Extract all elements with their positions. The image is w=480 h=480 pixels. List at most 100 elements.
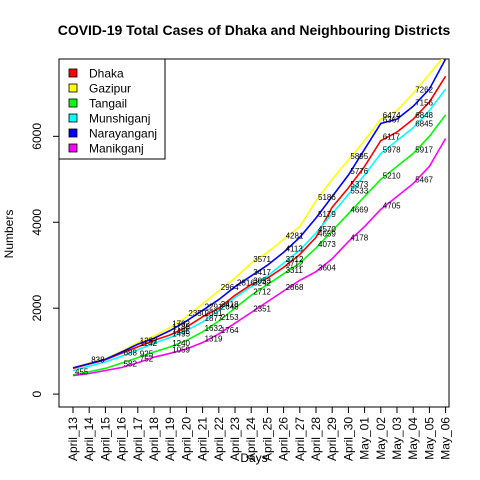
x-tick-label: April_28 [309,417,323,461]
x-axis: April_13 April_14 April_15 April_16 April_17… [66,407,453,461]
x-tick-label: April_13 [66,417,80,461]
series-layer [72,59,447,377]
data-label: 6474 [383,111,401,120]
data-label: 4281 [286,231,304,240]
series-line-manikganj [72,138,447,377]
x-tick-label: April_15 [98,417,112,461]
y-tick-label: 2000 [30,295,44,322]
data-label: 6845 [415,120,433,129]
data-label: 5179 [318,210,336,219]
data-label: 5978 [383,146,401,155]
x-tick-label: May_02 [374,417,388,460]
chart-title: COVID-19 Total Cases of Dhaka and Neighb… [58,22,451,38]
data-label: 2816 [237,279,255,288]
data-label: 5776 [350,167,368,176]
legend-label: Gazipur [89,82,131,96]
x-tick-label: April_16 [115,417,129,461]
x-tick-label: April_17 [131,417,145,461]
data-label: 5373 [350,180,368,189]
legend-label: Munshiganj [89,112,150,126]
data-label: 4178 [350,234,368,243]
data-label: 5210 [383,171,401,180]
data-label: 4659 [318,229,336,238]
data-label: 3311 [286,266,304,275]
data-label: 925 [140,350,154,359]
data-label: 5917 [415,146,433,155]
x-tick-label: April_27 [293,417,307,461]
data-label: 2648 [221,302,239,311]
data-label: 4073 [318,240,336,249]
data-label: 7262 [415,85,433,94]
data-label: 2418 [221,300,239,309]
series-line-gazipur [72,59,444,369]
series-line-tangail [72,114,447,376]
data-label: 1764 [221,326,239,335]
legend-swatch-munshiganj [68,113,78,123]
data-label: 2350 [188,309,206,318]
data-label: 1632 [205,324,223,333]
x-tick-label: April_19 [163,417,177,461]
data-label: 838 [91,356,105,365]
data-label: 7156 [415,98,433,107]
x-tick-label: April_24 [244,417,258,461]
x-tick-label: April_21 [196,417,210,461]
data-label: 2868 [286,283,304,292]
data-label: 2351 [253,304,271,313]
data-label: 455 [75,368,89,377]
x-tick-label: April_30 [341,417,355,461]
x-tick-label: April_29 [325,417,339,461]
y-tick-label: 6000 [30,123,44,150]
data-label: 1319 [205,335,223,344]
x-tick-label: May_01 [358,417,372,460]
legend-swatch-dhaka [68,68,78,78]
data-label: 1792 [172,320,190,329]
y-axis-label: Numbers [2,210,16,259]
data-label: 1495 [172,329,190,338]
series-line-munshiganj [72,88,447,372]
data-label: 3712 [286,259,304,268]
data-label: 1240 [172,339,190,348]
x-tick-label: April_20 [179,417,193,461]
data-label: 1059 [172,345,190,354]
x-tick-label: May_05 [422,417,436,460]
legend-swatch-gazipur [68,83,78,93]
legend-label: Narayanganj [89,127,157,141]
data-label: 752 [140,355,154,364]
data-label: 3417 [253,268,271,277]
data-label: 3712 [286,255,304,264]
data-label: 582 [124,359,138,368]
x-tick-label: May_03 [390,417,404,460]
data-label: 4113 [286,244,304,253]
legend-label: Tangail [89,97,127,111]
data-label: 6848 [415,111,433,120]
x-axis-label: Days [240,451,267,465]
data-label: 2964 [221,283,239,292]
series-line-narayanganj [72,59,447,369]
data-label: 1785 [172,323,190,332]
data-label: 4669 [350,206,368,215]
legend: DhakaGazipurTangailMunshiganjNarayanganj… [58,58,166,160]
data-label: 2091 [205,309,223,318]
data-label: 5895 [350,152,368,161]
legend-swatch-manikganj [68,143,78,153]
x-tick-label: April_18 [147,417,161,461]
data-label: 6117 [383,133,401,142]
data-label: 2712 [253,287,271,296]
data-label: 5533 [350,186,368,195]
data-label: 3571 [253,255,271,264]
data-label: 3604 [318,264,336,273]
data-label: 4570 [318,225,336,234]
data-label: 2291 [205,302,223,311]
plot-frame [58,58,450,408]
x-tick-label: April_23 [228,417,242,461]
data-label: 3053 [253,277,271,286]
x-tick-label: May_04 [406,417,420,460]
data-label: 1282 [140,336,158,345]
legend-label: Manikganj [89,142,144,156]
data-label: 1877 [205,314,223,323]
x-tick-label: May_06 [439,417,453,460]
data-label: 6367 [383,115,401,124]
data-label: 5186 [318,193,336,202]
